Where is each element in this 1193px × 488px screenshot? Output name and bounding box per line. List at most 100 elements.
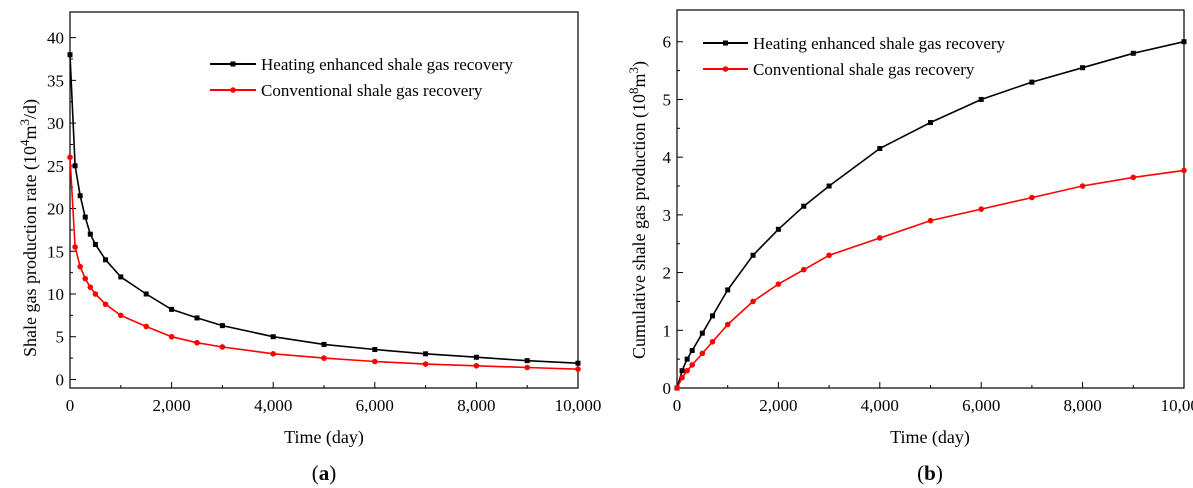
panel-a-series-0-point	[144, 292, 149, 297]
panel-b-y-tick-label: 2	[663, 264, 672, 283]
panel-b-series-0-point	[979, 97, 984, 102]
panel-a-series-0-point	[525, 358, 530, 363]
panel-a-x-tick-label: 4,000	[254, 396, 292, 415]
panel-b-ticks: 0 2,000 4,000 6,000 8,000 10,000 0 1 2 3 4 5 6	[663, 33, 1193, 415]
panel-b-series-0-point	[776, 227, 781, 232]
panel-b-y-tick-label: 0	[663, 379, 672, 398]
panel-a-y-tick-label: 35	[47, 71, 64, 90]
panel-a-series-0-point	[322, 342, 327, 347]
panel-b-legend: Heating enhanced shale gas recovery Conv…	[703, 34, 1006, 79]
panel-b-series-1-point	[826, 252, 832, 258]
panel-a-series-0-point	[474, 355, 479, 360]
panel-a-series-0-point	[271, 334, 276, 339]
panel-a-y-tick-label: 20	[47, 200, 64, 219]
panel-a-series-0-point	[576, 361, 581, 366]
panel-a-series-1-point	[67, 154, 73, 160]
panel-b-series-0-point	[685, 357, 690, 362]
panel-a-series-1-point	[118, 313, 124, 319]
panel-a-series-1-point	[72, 244, 78, 250]
panel-b-y-axis-title: Cumulative shale gas production (108m3)	[626, 61, 650, 359]
panel-a-x-axis-title: Time (day)	[284, 427, 364, 448]
panel-a-y-tick-label: 15	[47, 242, 64, 261]
panel-b-series-1-point	[776, 281, 782, 287]
panel-b-y-tick-label: 5	[663, 90, 672, 109]
panel-a-x-tick-label: 2,000	[152, 396, 190, 415]
panel-a-label: (a)	[312, 461, 337, 485]
panel-b-series-0-point	[1182, 39, 1187, 44]
panel-b-series-0-point	[877, 146, 882, 151]
panel-a-series-1-point	[143, 324, 149, 330]
panel-b-series-1-point	[1029, 195, 1035, 201]
panel-b-legend-marker-conventional	[723, 66, 729, 72]
panel-b-x-tick-label: 10,000	[1161, 396, 1193, 415]
panel-b-y-tick-label: 3	[663, 206, 672, 225]
panel-b-y-tick-label: 4	[663, 148, 672, 167]
panel-b-series-1-point	[674, 385, 680, 391]
panel-b-series-1-point	[700, 351, 706, 357]
panel-a-legend-marker-heating	[231, 62, 236, 67]
panel-b-series-1-point	[928, 218, 934, 224]
panel-a-y-axis-title: Shale gas production rate (104m3/d)	[17, 99, 41, 357]
panel-b-x-tick-label: 8,000	[1063, 396, 1101, 415]
panel-a-series-0-point	[169, 307, 174, 312]
panel-b-y-tick-label: 6	[663, 33, 672, 52]
panel-b-series-0-point	[1080, 65, 1085, 70]
panel-a-x-tick-label: 0	[66, 396, 75, 415]
panel-a-series	[67, 52, 581, 372]
panel-b-legend-marker-heating	[723, 41, 728, 46]
panel-a-series-1-point	[321, 355, 327, 361]
panel-a-x-tick-label: 6,000	[356, 396, 394, 415]
panel-b-series-1-point	[710, 339, 716, 345]
panel-a-legend-marker-conventional	[230, 87, 236, 93]
panel-b-series-0-point	[710, 313, 715, 318]
panel-b-series-1-point	[877, 235, 883, 241]
panel-b-series-line-0	[677, 42, 1184, 388]
panel-a-x-tick-label: 8,000	[457, 396, 495, 415]
panel-a-y-tick-label: 30	[47, 114, 64, 133]
panel-a-series-1-point	[474, 363, 480, 369]
panel-b-x-axis-title: Time (day)	[890, 427, 970, 448]
panel-b-series-0-point	[1029, 80, 1034, 85]
panel-b-series-1-point	[1181, 168, 1187, 174]
panel-a-legend: Heating enhanced shale gas recovery Conv…	[210, 55, 514, 100]
panel-b-label: (b)	[917, 461, 943, 485]
panel-b-series-1-point	[679, 375, 685, 381]
panel-a-series-1-point	[103, 301, 109, 307]
panel-b-series-0-point	[690, 348, 695, 353]
panel-a-series-1-point	[194, 340, 200, 346]
panel-b-series-0-point	[801, 204, 806, 209]
panel-a-series-0-point	[423, 351, 428, 356]
panel-a-series-0-point	[78, 193, 83, 198]
panel-b-series-0-point	[751, 253, 756, 258]
panel-b-series-1-point	[725, 322, 731, 328]
panel-a-y-tick-label: 10	[47, 285, 64, 304]
panel-b-series-0-point	[725, 287, 730, 292]
panel-b-series-1-point	[684, 368, 690, 374]
panel-a-series-1-point	[88, 284, 94, 290]
panel-b-series-0-point	[827, 184, 832, 189]
panel-a-series-1-point	[93, 291, 99, 297]
panel-a-series-1-point	[575, 366, 581, 372]
panel-b-x-tick-label: 2,000	[759, 396, 797, 415]
panel-a-series-1-point	[82, 276, 88, 282]
panel-a-series-1-point	[372, 359, 378, 365]
panel-b: 0 2,000 4,000 6,000 8,000 10,000 0 1 2 3 4 5 6 Time …	[626, 10, 1193, 485]
panel-a-series-0-point	[195, 315, 200, 320]
panel-a-series-1-point	[270, 351, 276, 357]
panel-a-series-line-1	[70, 157, 578, 369]
panel-a-series-1-point	[77, 264, 83, 270]
panel-a-series-0-point	[103, 257, 108, 262]
panel-a-y-tick-label: 40	[47, 29, 64, 48]
panel-b-series-1-point	[750, 299, 756, 305]
panel-b-series-line-1	[677, 170, 1184, 388]
panel-b-series-1-point	[801, 267, 807, 273]
panel-b-series-0-point	[680, 368, 685, 373]
panel-a-series-0-point	[93, 242, 98, 247]
panel-a-legend-label-heating: Heating enhanced shale gas recovery	[261, 55, 514, 74]
panel-b-x-tick-label: 4,000	[861, 396, 899, 415]
panel-b-x-tick-label: 0	[673, 396, 682, 415]
panel-a-series-0-point	[88, 232, 93, 237]
panel-a-y-tick-label: 0	[56, 370, 65, 389]
panel-b-y-tick-label: 1	[663, 321, 672, 340]
